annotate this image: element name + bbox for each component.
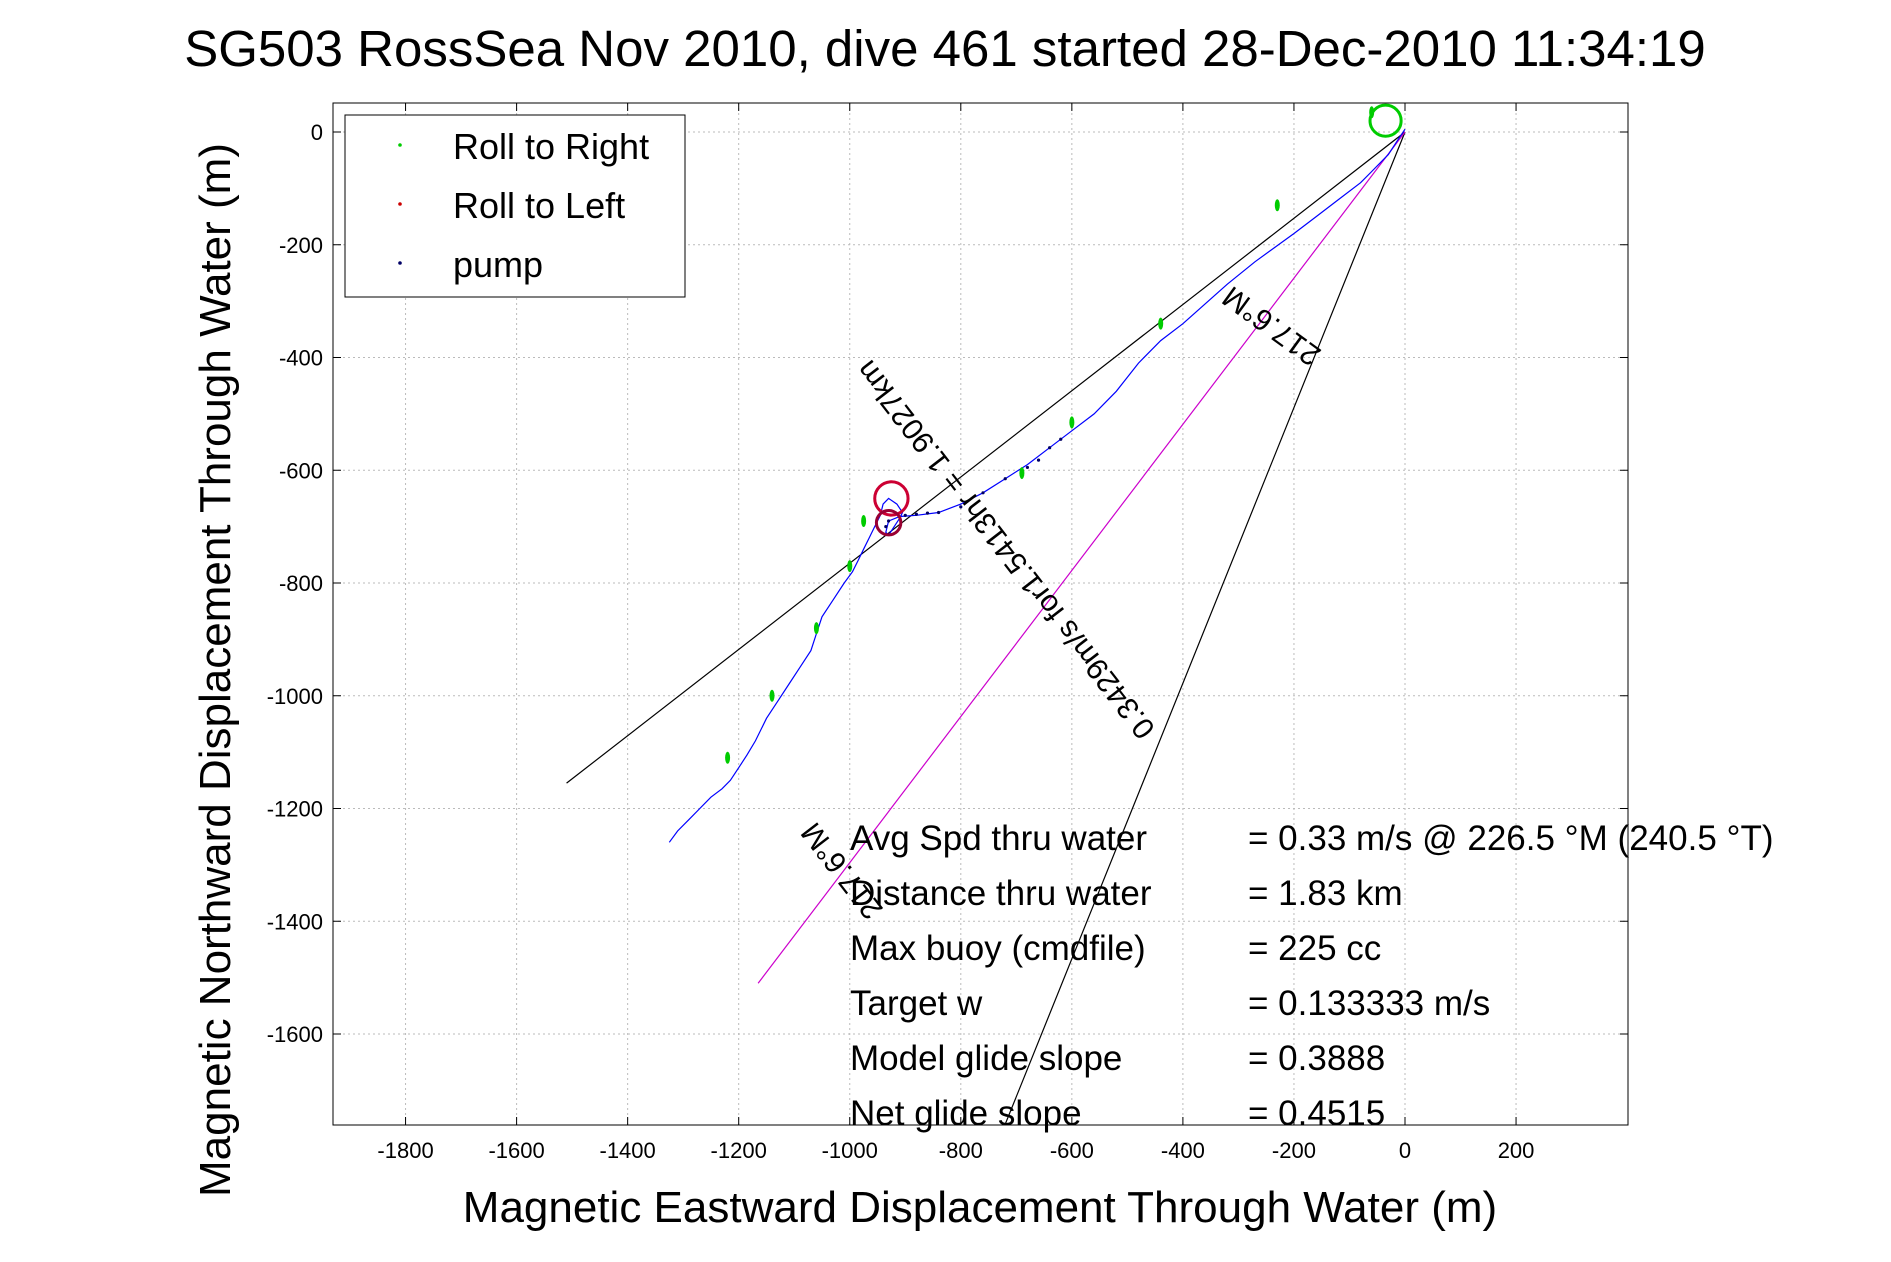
annotation-value: = 0.3888 bbox=[1248, 1039, 1385, 1078]
y-axis-ticks: 0 -200 -400 -600 -800 -1000 -1200 -1400 -1600 bbox=[267, 120, 1628, 1047]
mid-loop-roll-left bbox=[873, 480, 910, 517]
annotation-value: = 1.83 km bbox=[1248, 874, 1403, 913]
pump-marker bbox=[887, 519, 891, 523]
annotation-label: Model glide slope bbox=[850, 1039, 1122, 1078]
y-tick-label: -1600 bbox=[267, 1022, 323, 1047]
roll-right-marker bbox=[1069, 416, 1075, 429]
reference-line bbox=[757, 131, 1406, 984]
roll-right-marker bbox=[1158, 317, 1164, 330]
annotation-label: Distance thru water bbox=[850, 874, 1152, 913]
top-loop-roll-right bbox=[1368, 103, 1403, 138]
pump-marker bbox=[1036, 458, 1041, 462]
pump-marker bbox=[884, 525, 888, 529]
chart-title: SG503 RossSea Nov 2010, dive 461 started… bbox=[184, 20, 1706, 77]
pump-marker bbox=[981, 491, 985, 495]
x-axis-ticks: -1800 -1600 -1400 -1200 -1000 -800 -600 -400 -20… bbox=[377, 103, 1534, 1163]
y-tick-label: -400 bbox=[279, 346, 323, 371]
reference-lines bbox=[566, 131, 1406, 1125]
x-axis-label: Magnetic Eastward Displacement Through W… bbox=[463, 1183, 1497, 1232]
x-tick-label: -1600 bbox=[488, 1138, 544, 1163]
pump-marker bbox=[1048, 446, 1052, 450]
annotation-label: Max buoy (cmdfile) bbox=[850, 929, 1146, 968]
legend-entry-label: pump bbox=[453, 244, 543, 285]
legend-marker bbox=[398, 143, 402, 147]
annotation-value: = 0.33 m/s @ 226.5 °M (240.5 °T) bbox=[1248, 819, 1774, 858]
roll-right-marker bbox=[725, 751, 731, 764]
legend-entry-label: Roll to Left bbox=[453, 185, 625, 226]
roll-right-marker bbox=[1369, 106, 1375, 119]
y-axis-label: Magnetic Northward Displacement Through … bbox=[191, 143, 240, 1197]
pump-marker bbox=[936, 510, 941, 515]
pump-marker bbox=[1003, 477, 1007, 481]
marker-series bbox=[725, 106, 1375, 764]
reference-line bbox=[566, 131, 1406, 784]
annotation-value: = 225 cc bbox=[1248, 929, 1381, 968]
stats-annotations: Avg Spd thru water = 0.33 m/s @ 226.5 °M … bbox=[850, 819, 1774, 1133]
roll-right-marker bbox=[813, 622, 819, 635]
x-tick-label: -1000 bbox=[822, 1138, 878, 1163]
pump-marker bbox=[914, 512, 918, 516]
y-tick-label: -200 bbox=[279, 233, 323, 258]
x-tick-label: -200 bbox=[1272, 1138, 1316, 1163]
roll-right-marker bbox=[861, 514, 867, 527]
legend-entry-label: Roll to Right bbox=[453, 126, 649, 167]
y-tick-label: -600 bbox=[279, 458, 323, 483]
x-tick-label: -1200 bbox=[711, 1138, 767, 1163]
y-tick-label: -1200 bbox=[267, 797, 323, 822]
pump-marker bbox=[1025, 465, 1030, 470]
roll-right-marker bbox=[1274, 199, 1280, 212]
roll-right-marker bbox=[1019, 467, 1025, 480]
roll-right-marker bbox=[769, 689, 775, 702]
roll-right-marker bbox=[847, 560, 853, 573]
y-tick-label: -1400 bbox=[267, 909, 323, 934]
y-tick-label: -800 bbox=[279, 571, 323, 596]
legend: Roll to Right Roll to Left pump bbox=[344, 114, 686, 298]
pump-marker bbox=[959, 505, 963, 509]
pump-marker bbox=[903, 513, 907, 517]
x-tick-label: 0 bbox=[1399, 1138, 1411, 1163]
legend-marker bbox=[398, 261, 402, 265]
pump-marker bbox=[1059, 437, 1063, 441]
x-tick-label: -800 bbox=[939, 1138, 983, 1163]
legend-marker bbox=[398, 202, 402, 206]
plot-border bbox=[332, 102, 1629, 1126]
mid-loop-lower bbox=[874, 508, 903, 537]
annotation-label: Net glide slope bbox=[850, 1094, 1082, 1133]
pump-marker bbox=[925, 511, 930, 515]
y-tick-label: 0 bbox=[311, 120, 323, 145]
x-tick-label: -600 bbox=[1050, 1138, 1094, 1163]
annotation-value: = 0.4515 bbox=[1248, 1094, 1385, 1133]
y-tick-label: -1000 bbox=[267, 684, 323, 709]
annotation-value: = 0.133333 m/s bbox=[1248, 984, 1490, 1023]
x-tick-label: -1800 bbox=[377, 1138, 433, 1163]
annotation-label: Avg Spd thru water bbox=[850, 819, 1147, 858]
reference-line bbox=[1004, 131, 1406, 1125]
x-tick-label: 200 bbox=[1498, 1138, 1535, 1163]
annotation-label: Target w bbox=[850, 984, 983, 1023]
x-tick-label: -400 bbox=[1161, 1138, 1205, 1163]
x-tick-label: -1400 bbox=[600, 1138, 656, 1163]
track-series bbox=[668, 103, 1406, 843]
